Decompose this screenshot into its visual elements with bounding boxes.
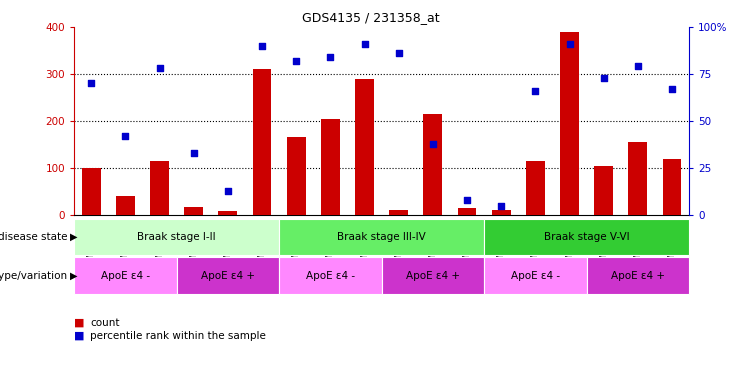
- Bar: [587, 257, 689, 294]
- Bar: [355, 79, 374, 215]
- Point: [359, 41, 370, 47]
- Point: [290, 58, 302, 64]
- Text: Braak stage V-VI: Braak stage V-VI: [544, 232, 629, 242]
- Bar: [492, 210, 511, 215]
- Point: [427, 141, 439, 147]
- Point: [632, 63, 644, 70]
- Bar: [484, 219, 689, 255]
- Text: count: count: [90, 318, 120, 328]
- Point: [598, 74, 610, 81]
- Bar: [253, 69, 271, 215]
- Bar: [389, 210, 408, 215]
- Bar: [82, 168, 101, 215]
- Text: ▶: ▶: [70, 232, 78, 242]
- Text: genotype/variation: genotype/variation: [0, 270, 70, 281]
- Point: [495, 203, 507, 209]
- Bar: [423, 114, 442, 215]
- Text: ApoE ε4 -: ApoE ε4 -: [306, 270, 355, 281]
- Bar: [321, 119, 340, 215]
- Bar: [116, 196, 135, 215]
- Point: [529, 88, 541, 94]
- Bar: [628, 142, 648, 215]
- Bar: [382, 257, 484, 294]
- Point: [666, 86, 678, 92]
- Bar: [74, 219, 279, 255]
- Bar: [150, 161, 169, 215]
- Point: [119, 133, 131, 139]
- Text: ■: ■: [74, 331, 84, 341]
- Bar: [484, 257, 587, 294]
- Bar: [176, 257, 279, 294]
- Point: [564, 41, 576, 47]
- Point: [187, 150, 199, 156]
- Point: [222, 187, 234, 194]
- Bar: [185, 207, 203, 215]
- Text: ApoE ε4 +: ApoE ε4 +: [201, 270, 255, 281]
- Point: [256, 43, 268, 49]
- Text: Braak stage I-II: Braak stage I-II: [137, 232, 216, 242]
- Point: [153, 65, 165, 71]
- Text: ▶: ▶: [70, 270, 78, 281]
- Bar: [74, 257, 176, 294]
- Bar: [662, 159, 682, 215]
- Bar: [287, 137, 305, 215]
- Bar: [526, 161, 545, 215]
- Point: [393, 50, 405, 56]
- Bar: [458, 208, 476, 215]
- Text: ApoE ε4 -: ApoE ε4 -: [511, 270, 560, 281]
- Bar: [594, 166, 613, 215]
- Point: [85, 80, 97, 86]
- Text: ApoE ε4 +: ApoE ε4 +: [406, 270, 460, 281]
- Text: disease state: disease state: [0, 232, 70, 242]
- Bar: [279, 257, 382, 294]
- Text: Braak stage III-IV: Braak stage III-IV: [337, 232, 426, 242]
- Text: ApoE ε4 +: ApoE ε4 +: [611, 270, 665, 281]
- Bar: [279, 219, 484, 255]
- Text: GDS4135 / 231358_at: GDS4135 / 231358_at: [302, 12, 439, 25]
- Point: [461, 197, 473, 203]
- Point: [325, 54, 336, 60]
- Bar: [560, 31, 579, 215]
- Text: ■: ■: [74, 318, 84, 328]
- Text: percentile rank within the sample: percentile rank within the sample: [90, 331, 266, 341]
- Text: ApoE ε4 -: ApoE ε4 -: [101, 270, 150, 281]
- Bar: [219, 211, 237, 215]
